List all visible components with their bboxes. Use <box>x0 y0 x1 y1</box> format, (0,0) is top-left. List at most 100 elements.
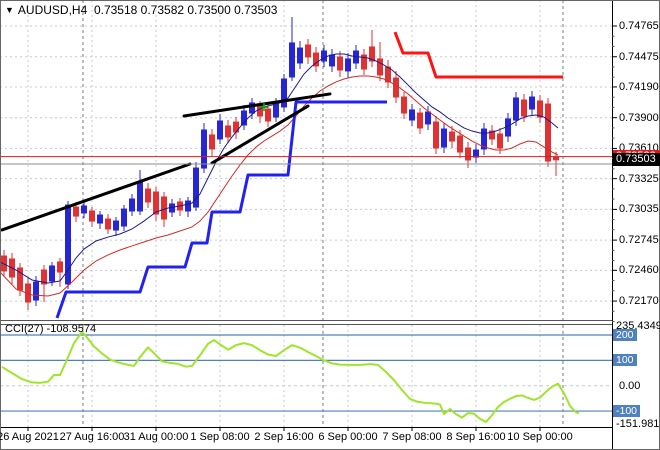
time-axis-label: 26 Aug 2021 <box>0 431 59 443</box>
price-axis-label: 0.72170 <box>619 295 659 308</box>
candle-body <box>217 120 223 140</box>
candle-body <box>265 108 271 122</box>
candle-body <box>393 77 399 98</box>
candle-body <box>193 167 199 208</box>
candle-body <box>489 130 495 140</box>
time-axis-label: 7 Sep 08:00 <box>382 431 442 443</box>
time-axis-label: 27 Aug 16:00 <box>59 431 125 443</box>
candle-body <box>41 269 47 285</box>
bid-price-box: 0.73503 <box>613 153 660 167</box>
candle-body <box>409 109 415 121</box>
candle-body <box>369 46 375 62</box>
candle-body <box>401 96 407 114</box>
candle-body <box>209 134 215 150</box>
support-step-line <box>55 100 387 319</box>
symbol-dropdown-icon[interactable]: ▼ <box>5 5 14 15</box>
price-axis-label: 0.74475 <box>619 50 659 63</box>
candle-body <box>441 128 447 148</box>
candle-body <box>329 54 335 67</box>
candle-body <box>241 110 247 126</box>
price-axis-label: 0.73900 <box>619 111 659 124</box>
candle-body <box>113 220 119 231</box>
cci-level-label: 100 <box>613 354 637 367</box>
resistance-step-line <box>393 31 563 79</box>
trendline-1[interactable] <box>0 162 192 232</box>
candle-body <box>129 198 135 212</box>
candle-body <box>33 281 39 301</box>
candle-body <box>81 205 87 214</box>
price-axis-label: 0.73035 <box>619 203 659 216</box>
candle-body <box>313 52 319 67</box>
trendline-3[interactable] <box>210 104 310 165</box>
candle-body <box>529 96 535 110</box>
candle-body <box>433 121 439 149</box>
candle-body <box>473 149 479 158</box>
candle-body <box>73 206 79 217</box>
candle-body <box>457 135 463 153</box>
candle-body <box>297 47 303 64</box>
time-axis-label: 8 Sep 16:00 <box>446 431 506 443</box>
price-axis-label: 0.72460 <box>619 264 659 277</box>
cci-level-label: -100 <box>613 405 641 418</box>
price-axis-label: 0.74190 <box>619 80 659 93</box>
candle-body <box>289 42 295 78</box>
time-axis-label: 1 Sep 08:00 <box>190 431 250 443</box>
candle-body <box>161 196 167 220</box>
ohlc-readout: 0.73518 0.73582 0.73500 0.73503 <box>93 3 278 17</box>
time-axis-label: 31 Aug 00:00 <box>123 431 189 443</box>
price-axis-label: 0.73325 <box>619 172 659 185</box>
candle-body <box>201 129 207 169</box>
candle-body <box>417 112 423 129</box>
candle-body <box>49 265 55 282</box>
ma-fast-line <box>0 53 559 284</box>
ma-slow-line <box>0 75 559 297</box>
candle-body <box>105 218 111 230</box>
candle-body <box>377 58 383 76</box>
candle-body <box>65 204 71 285</box>
candle-body <box>425 111 431 125</box>
cci-indicator-label: CCI(27) -108.9574 <box>5 323 97 335</box>
time-axis-label: 2 Sep 16:00 <box>254 431 314 443</box>
candle-body <box>281 78 287 108</box>
candle-body <box>553 156 559 161</box>
price-axis-label: 0.74765 <box>619 20 659 32</box>
cci-min-label: -151.9813 <box>616 418 660 431</box>
candle-body <box>153 191 159 215</box>
candle-body <box>225 125 231 138</box>
candle-body <box>449 131 455 142</box>
cci-zero-label: 0.00 <box>619 379 641 392</box>
candle-body <box>465 147 471 161</box>
chart-header: ▼ AUDUSD,H4 0.73518 0.73582 0.73500 0.735… <box>5 3 277 17</box>
candle-body <box>121 208 127 227</box>
candle-body <box>545 103 551 162</box>
candle-body <box>249 102 255 114</box>
price-axis-label: 0.72745 <box>619 234 659 247</box>
symbol-period-label: AUDUSD,H4 <box>17 3 88 17</box>
cci-level-label: 200 <box>613 329 637 341</box>
trendline-2[interactable] <box>182 92 332 118</box>
time-axis-label: 10 Sep 00:00 <box>507 431 573 443</box>
candle-body <box>145 188 151 203</box>
cci-max-label: 235.4349 <box>616 320 660 333</box>
candle-body <box>57 261 63 273</box>
candle-body <box>497 133 503 149</box>
candle-body <box>505 118 511 137</box>
candle-body <box>537 100 543 118</box>
candles <box>1 16 559 310</box>
cci-level-lines <box>0 334 612 412</box>
candle-body <box>185 200 191 212</box>
candle-body <box>521 99 527 117</box>
candle-body <box>337 56 343 71</box>
candle-body <box>345 58 351 72</box>
candle-body <box>513 97 519 121</box>
candle-body <box>97 214 103 224</box>
candle-body <box>89 210 95 222</box>
cci-line <box>1 330 580 423</box>
candle-body <box>321 50 327 62</box>
axis-ticks <box>27 25 617 431</box>
candle-body <box>137 181 143 212</box>
buy-cross-marker <box>260 103 268 112</box>
candle-body <box>273 102 279 118</box>
